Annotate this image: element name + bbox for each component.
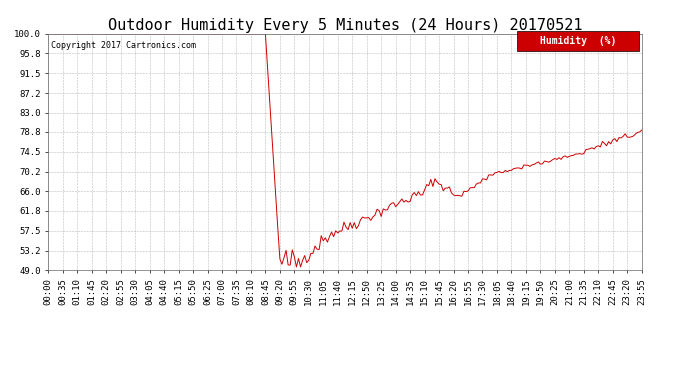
FancyBboxPatch shape	[517, 32, 639, 51]
Title: Outdoor Humidity Every 5 Minutes (24 Hours) 20170521: Outdoor Humidity Every 5 Minutes (24 Hou…	[108, 18, 582, 33]
Text: Humidity  (%): Humidity (%)	[540, 36, 616, 46]
Text: Copyright 2017 Cartronics.com: Copyright 2017 Cartronics.com	[51, 41, 196, 50]
